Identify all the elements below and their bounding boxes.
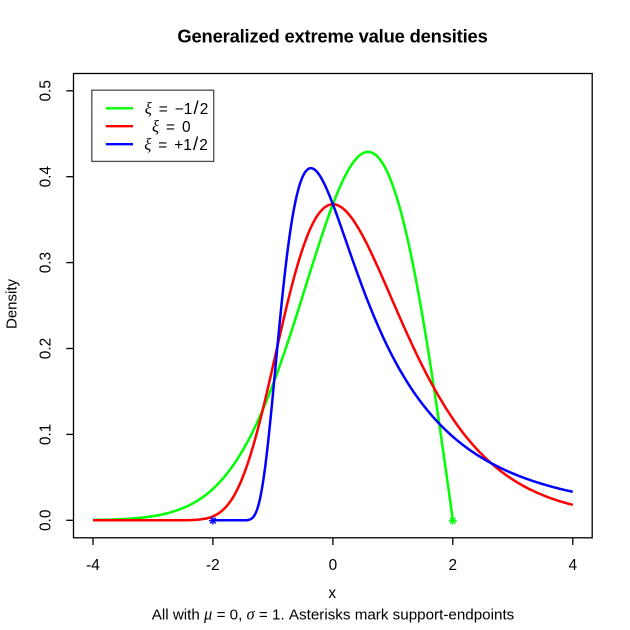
svg-text:ξ=−1/2: ξ = −1/2 xyxy=(145,97,209,118)
svg-text:0.1: 0.1 xyxy=(37,424,54,445)
svg-text:ξ=0: ξ = 0 xyxy=(152,117,191,136)
svg-text:-2: -2 xyxy=(206,557,220,574)
svg-text:0.4: 0.4 xyxy=(37,166,54,188)
svg-text:-4: -4 xyxy=(86,557,100,574)
svg-text:2: 2 xyxy=(449,557,458,574)
svg-text:4: 4 xyxy=(569,557,578,574)
svg-text:0.5: 0.5 xyxy=(37,80,54,101)
svg-text:0.2: 0.2 xyxy=(37,338,54,359)
svg-text:All with μ = 0, σ = 1. Asteris: All with μ = 0, σ = 1. Asterisks mark su… xyxy=(152,604,515,623)
svg-text:Density: Density xyxy=(4,278,21,329)
svg-text:x: x xyxy=(328,585,336,602)
svg-text:0.0: 0.0 xyxy=(37,510,54,531)
svg-text:ξ=+1/2: ξ = +1/2 xyxy=(144,133,208,154)
svg-text:0.3: 0.3 xyxy=(37,252,54,273)
svg-text:Generalized extreme value dens: Generalized extreme value densities xyxy=(177,26,487,47)
svg-text:0: 0 xyxy=(329,557,338,574)
